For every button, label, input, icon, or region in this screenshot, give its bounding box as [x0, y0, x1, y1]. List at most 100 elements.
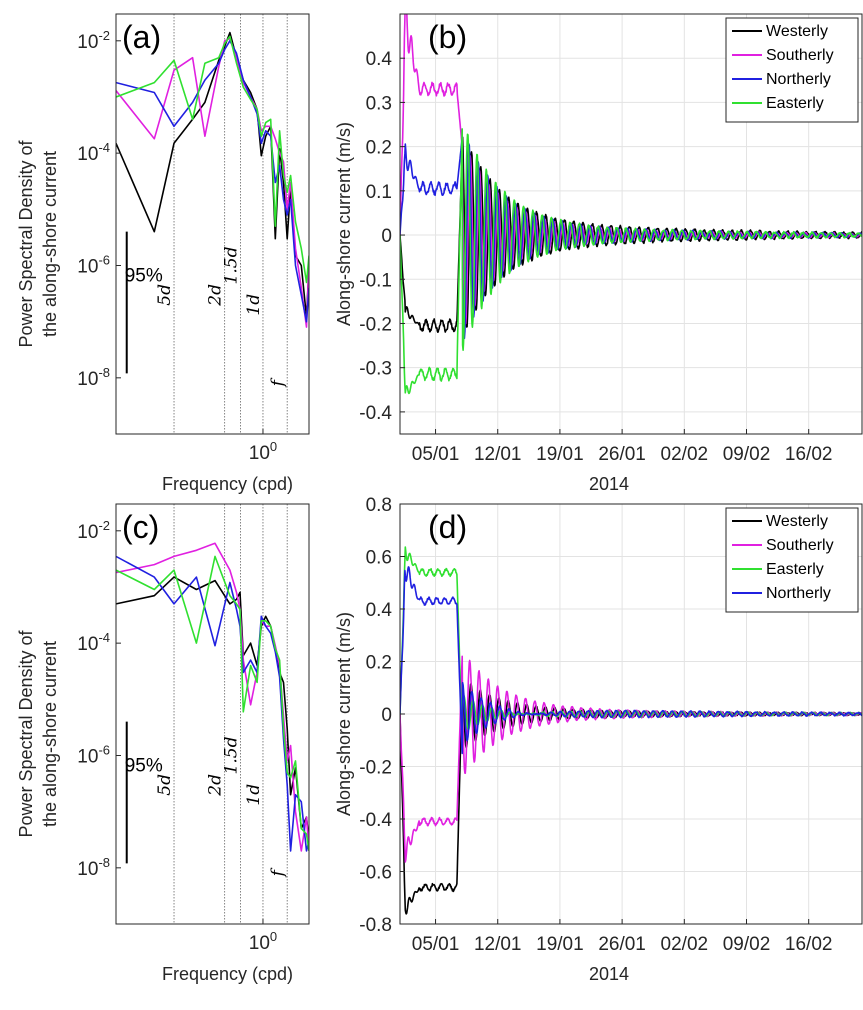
y-tick-label: 0 [381, 705, 392, 726]
y-tick-label: 10-8 [77, 365, 110, 390]
y-tick-label: -0.2 [359, 314, 392, 335]
x-tick-label: 05/01 [412, 444, 460, 465]
y-tick-label: 10-6 [77, 742, 110, 767]
period-label-2d: 2d [206, 284, 226, 307]
x-tick-label: 26/01 [598, 934, 646, 955]
legend-label-northerly: Northerly [766, 71, 831, 88]
y-tick-label: 10-2 [77, 518, 110, 543]
y-tick-label: 10-4 [77, 630, 110, 655]
legend-label-southerly: Southerly [766, 47, 834, 64]
period-label-1.5d: 1.5d [222, 736, 242, 774]
y-axis-label-line1: Power Spectral Density of [16, 139, 36, 347]
series-line-northerly [400, 566, 862, 755]
panel-label: (a) [122, 19, 161, 55]
period-label-5d: 5d [155, 284, 175, 306]
series-group [400, 546, 862, 915]
series-group [400, 14, 862, 395]
period-label-2d: 2d [206, 774, 226, 797]
y-axis-label: Along-shore current (m/s) [334, 612, 354, 816]
y-tick-label: 0.4 [366, 49, 393, 70]
x-tick-label: 05/01 [412, 934, 460, 955]
y-tick-label: 10-4 [77, 140, 110, 165]
x-tick-label: 09/02 [723, 444, 771, 465]
plot-area [116, 14, 309, 434]
x-tick-label: 02/02 [661, 444, 709, 465]
axes-frame [115, 13, 310, 435]
series-group [116, 31, 309, 328]
x-axis-label: Frequency (cpd) [162, 474, 293, 494]
x-axis-label: 2014 [589, 474, 629, 494]
y-tick-label: 0.8 [366, 495, 392, 516]
series-line-northerly [116, 39, 309, 323]
series-group [116, 542, 309, 852]
y-tick-label: -0.8 [359, 915, 392, 936]
series-line-southerly [400, 14, 862, 325]
y-axis-label-line2: the along-shore current [40, 151, 60, 337]
panel-label: (b) [428, 19, 467, 55]
panel-b: -0.4 -0.3 -0.2 -0.1 0 0.1 0.2 0.3 0.4 05/01 12/01 1… [334, 13, 863, 494]
y-tick-label: 0 [381, 226, 392, 247]
y-tick-label: 0.4 [366, 600, 393, 621]
panel-label: (d) [428, 509, 467, 545]
legend-label-easterly: Easterly [766, 95, 824, 112]
confidence-label: 95% [125, 266, 163, 287]
y-tick-label: 10-6 [77, 252, 110, 277]
period-label-1d: 1d [244, 294, 264, 316]
x-axis-label: 2014 [589, 964, 629, 984]
x-tick-label: 100 [249, 929, 277, 954]
x-tick-label: 16/02 [785, 444, 833, 465]
y-axis-label-line2: the along-shore current [40, 641, 60, 827]
y-tick-label: 0.2 [366, 138, 392, 159]
x-tick-label: 09/02 [723, 934, 771, 955]
x-tick-label: 19/01 [536, 934, 584, 955]
y-tick-label: -0.1 [359, 270, 392, 291]
y-tick-label: -0.6 [359, 863, 392, 884]
y-tick-label: 0.6 [366, 548, 392, 569]
legend-label-westerly: Westerly [766, 23, 828, 40]
y-tick-label: 0.1 [366, 182, 392, 203]
series-line-easterly [400, 128, 862, 395]
x-axis-label: Frequency (cpd) [162, 964, 293, 984]
y-tick-label: -0.4 [359, 810, 392, 831]
x-tick-label: 02/02 [661, 934, 709, 955]
y-axis-label-line1: Power Spectral Density of [16, 629, 36, 837]
x-tick-label: 16/02 [785, 934, 833, 955]
y-tick-label: 0.3 [366, 93, 392, 114]
x-tick-label: 100 [249, 439, 277, 464]
y-axis-label: Along-shore current (m/s) [334, 122, 354, 326]
x-tick-label: 12/01 [474, 444, 522, 465]
period-label-5d: 5d [155, 774, 175, 796]
y-tick-label: -0.2 [359, 758, 392, 779]
legend-box [725, 507, 859, 613]
panel-label: (c) [122, 509, 159, 545]
legend: Westerly Southerly Easterly Northerly [725, 507, 859, 613]
y-tick-label: -0.4 [359, 403, 392, 424]
legend: Westerly Southerly Northerly Easterly [725, 17, 859, 123]
period-label-f: f [268, 867, 288, 878]
series-line-westerly [400, 136, 862, 334]
x-tick-label: 19/01 [536, 444, 584, 465]
y-tick-label: 10-8 [77, 855, 110, 880]
legend-label-northerly: Northerly [766, 585, 831, 602]
panel-d: -0.8 -0.6 -0.4 -0.2 0 0.2 0.4 0.6 0.8 05/01 12/01 1… [334, 495, 863, 984]
legend-box [725, 17, 859, 123]
series-line-easterly [116, 35, 309, 284]
legend-label-southerly: Southerly [766, 537, 834, 554]
axes-frame [115, 503, 310, 925]
y-tick-label: 10-2 [77, 28, 110, 53]
axes-frame [399, 13, 863, 435]
y-tick-label: -0.3 [359, 359, 392, 380]
period-label-1d: 1d [244, 784, 264, 806]
y-tick-label: 0.2 [366, 653, 392, 674]
x-tick-label: 26/01 [598, 444, 646, 465]
series-line-easterly [116, 555, 309, 852]
confidence-label: 95% [125, 756, 163, 777]
period-label-f: f [268, 377, 288, 388]
series-line-northerly [116, 555, 309, 852]
period-label-1.5d: 1.5d [222, 246, 242, 284]
x-tick-label: 12/01 [474, 934, 522, 955]
legend-label-westerly: Westerly [766, 513, 828, 530]
